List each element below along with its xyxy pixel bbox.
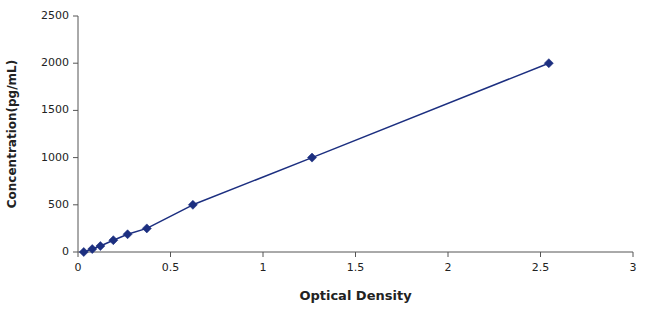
x-tick: [448, 252, 449, 257]
marker: [96, 242, 105, 251]
page: {"chart_data": {"type": "line", "x": [0.…: [0, 0, 655, 310]
y-axis: 0 500 1000 1500 2000 2500: [41, 9, 78, 258]
y-tick-label: 2000: [41, 56, 69, 69]
x-tick: [78, 252, 79, 257]
x-tick: [540, 252, 541, 257]
y-tick-label: 1500: [41, 103, 69, 116]
marker: [544, 59, 553, 68]
y-tick: [73, 16, 78, 17]
marker: [88, 245, 97, 254]
x-tick: [633, 252, 634, 257]
x-tick: [355, 252, 356, 257]
chart: 0 500 1000 1500 2000 2500 0 0.5 1 1.5 2 2.5 3 Optical…: [0, 0, 655, 310]
x-tick-label: 0.5: [162, 261, 180, 274]
y-tick-label: 500: [48, 198, 69, 211]
x-axis-label: Optical Density: [299, 288, 412, 303]
x-tick-label: 3: [630, 261, 637, 274]
y-tick: [73, 157, 78, 158]
y-axis-line: [78, 16, 79, 252]
x-tick: [263, 252, 264, 257]
x-tick-label: 0: [75, 261, 82, 274]
chart-container: 0 500 1000 1500 2000 2500 0 0.5 1 1.5 2 2.5 3 Optical…: [0, 0, 655, 310]
x-tick-label: 2: [445, 261, 452, 274]
line: [84, 63, 549, 252]
marker: [142, 224, 151, 233]
x-tick: [170, 252, 171, 257]
x-tick-label: 1.5: [347, 261, 365, 274]
y-tick-label: 1000: [41, 151, 69, 164]
y-tick: [73, 204, 78, 205]
y-tick-label: 2500: [41, 9, 69, 22]
marker: [109, 236, 118, 245]
y-tick: [73, 63, 78, 64]
marker: [79, 248, 88, 257]
y-tick-label: 0: [62, 245, 69, 258]
x-tick-label: 1: [260, 261, 267, 274]
marker: [123, 230, 132, 239]
y-tick: [73, 110, 78, 111]
marker: [188, 200, 197, 209]
plot-area: [79, 59, 553, 257]
x-tick-label: 2.5: [532, 261, 550, 274]
marker: [308, 153, 317, 162]
y-tick: [73, 252, 78, 253]
x-axis: 0 0.5 1 1.5 2 2.5 3: [75, 252, 637, 274]
x-axis-line: [78, 252, 633, 253]
y-axis-label: Concentration(pg/mL): [5, 60, 19, 208]
